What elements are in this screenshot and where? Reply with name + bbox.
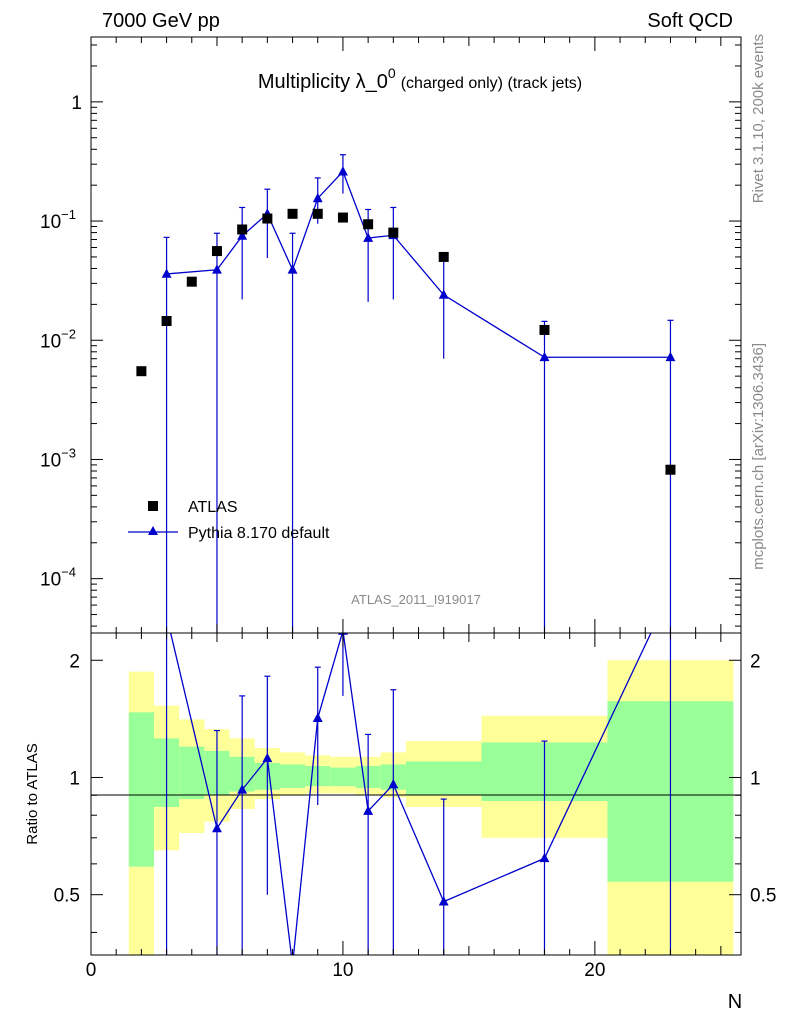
ratio-panel-frame (90, 632, 742, 956)
main-mc-point-0 (161, 268, 172, 278)
ratio-ytick-label-right-1: 1 (750, 768, 761, 789)
ratio-ytick-label-right-0: 0.5 (750, 886, 776, 907)
main-ytick-label-1: 10−3 (40, 445, 76, 471)
main-data-point-11 (438, 251, 449, 262)
ratio-y-ticks: 0.5 0.5 1 1 2 2 (54, 651, 776, 933)
ratio-y-axis-label: Ratio to ATLAS (24, 743, 41, 844)
x-axis-label: N (728, 991, 742, 1013)
main-data-point-7 (312, 208, 323, 219)
legend-entry-mc: Pythia 8.170 default (188, 525, 330, 542)
main-data-series (136, 208, 676, 475)
main-data-point-4 (237, 224, 248, 235)
axes (90, 36, 742, 956)
ratio-mc-point-7 (363, 805, 374, 815)
main-mc-point-10 (539, 351, 550, 362)
x-tick-label-2: 20 (584, 960, 605, 981)
main-panel-frame (90, 36, 742, 634)
main-mc-point-11 (665, 351, 676, 362)
legend-mc-marker (148, 526, 158, 535)
ratio-band-inner-11 (405, 761, 482, 796)
main-ytick-label-0: 10−4 (40, 565, 76, 591)
ratio-mc-point-8 (388, 778, 399, 789)
main-ytick-label-4: 1 (71, 93, 82, 114)
ratio-mc-point-1 (212, 822, 222, 833)
main-y-ticks: 10−4 10−3 10−2 10−1 1 (40, 44, 741, 627)
plot-title: Multiplicity λ_00 (charged only) (track j… (258, 65, 582, 93)
main-mc-point-2 (237, 230, 248, 240)
ratio-mc-point-2 (237, 784, 248, 794)
ratio-band-inner-0 (128, 712, 154, 867)
rivet-version-label: Rivet 3.1.10, 200k events (750, 34, 767, 203)
main-mc-point-7 (363, 232, 374, 242)
main-data-point-12 (539, 324, 550, 335)
main-ytick-label-2: 10−2 (40, 326, 76, 352)
main-data-point-9 (363, 219, 374, 230)
main-mc-point-4 (287, 264, 298, 274)
ratio-mc-line (169, 633, 652, 955)
main-mc-point-6 (337, 166, 348, 176)
main-mc-line (166, 170, 671, 358)
main-data-point-8 (337, 212, 348, 223)
legend: ATLAS Pythia 8.170 default (128, 499, 330, 542)
main-data-point-3 (211, 246, 222, 257)
ratio-mc-point-9 (438, 896, 449, 906)
header-left-label: 7000 GeV pp (102, 10, 220, 32)
plot-title-main: Multiplicity λ_0 (258, 71, 388, 93)
ratio-mc-point-3 (262, 752, 273, 763)
ratio-ytick-label-left-1: 1 (69, 768, 80, 789)
ratio-mc-point-5 (312, 712, 323, 723)
main-data-point-5 (262, 213, 273, 224)
main-ytick-label-3: 10−1 (40, 207, 76, 233)
main-data-point-1 (161, 316, 172, 327)
ratio-ytick-label-left-0: 0.5 (54, 886, 80, 907)
legend-data-marker (148, 501, 158, 511)
ratio-band-inner-2 (179, 746, 205, 800)
ratio-mc-series (165, 633, 672, 968)
main-mc-point-1 (212, 264, 222, 274)
x-tick-label-1: 10 (332, 960, 353, 981)
x-ticks: 0 10 20 (86, 37, 722, 981)
main-mc-point-5 (312, 192, 323, 203)
ratio-mc-point-4 (288, 959, 298, 968)
ratio-band-inner-6 (279, 764, 306, 788)
main-mc-point-9 (438, 289, 449, 299)
ratio-ytick-label-right-2: 2 (750, 651, 761, 672)
analysis-watermark: ATLAS_2011_I919017 (351, 592, 481, 607)
ratio-ytick-label-left-2: 2 (69, 651, 80, 672)
main-data-point-0 (136, 366, 147, 377)
plot-title-subtitle: (charged only) (track jets) (401, 75, 582, 92)
header-right-label: Soft QCD (647, 10, 733, 32)
main-data-point-2 (186, 276, 197, 287)
main-data-point-6 (287, 208, 298, 219)
main-data-point-13 (665, 464, 676, 475)
mcplots-reference-label: mcplots.cern.ch [arXiv:1306.3436] (750, 343, 767, 570)
plot-title-superscript: 0 (388, 65, 396, 81)
main-data-point-10 (388, 227, 399, 238)
legend-entry-data: ATLAS (188, 499, 238, 516)
ratio-uncertainty-bands (128, 660, 734, 955)
x-tick-label-0: 0 (86, 960, 97, 981)
ratio-band-inner-8 (330, 767, 356, 787)
ratio-mc-point-10 (539, 852, 550, 863)
